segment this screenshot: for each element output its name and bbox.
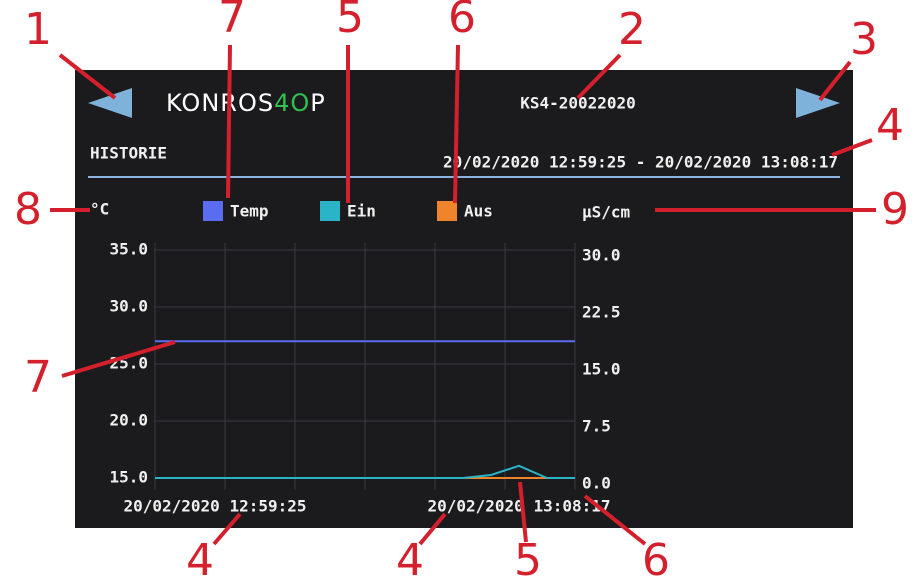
annotation-leader — [576, 53, 622, 100]
annotation-leader — [818, 60, 852, 102]
annotation-leader — [418, 512, 447, 546]
annotation-leader — [518, 481, 528, 543]
legend-label: Ein — [347, 202, 376, 221]
y2-tick-label: 15.0 — [582, 360, 621, 379]
x-tick-label: 20/02/2020 13:08:17 — [427, 497, 610, 516]
annotation-leader — [212, 512, 242, 546]
annotation-leader — [583, 494, 647, 546]
annotation-number: 3 — [850, 14, 878, 65]
annotation-number: 6 — [448, 0, 476, 43]
y2-tick-label: 0.0 — [582, 474, 611, 493]
annotation-leader — [831, 138, 873, 157]
annotation-leader — [226, 44, 232, 199]
section-title: HISTORIE — [90, 144, 167, 163]
time-range: 20/02/2020 12:59:25 - 20/02/2020 13:08:1… — [443, 153, 838, 172]
grid — [154, 243, 576, 490]
y-tick-label: 20.0 — [109, 411, 148, 430]
y-tick-label: 35.0 — [109, 240, 148, 259]
y-axis-label: °C — [90, 200, 109, 219]
y-tick-label: 15.0 — [109, 468, 148, 487]
logo: KONROS4OP — [166, 89, 326, 117]
annotation-number: 8 — [14, 184, 42, 235]
annotation-number: 7 — [218, 0, 246, 43]
annotation-number: 4 — [876, 100, 904, 151]
y2-tick-label: 30.0 — [582, 246, 621, 265]
legend-swatch — [437, 201, 457, 221]
annotation-number: 6 — [642, 535, 670, 584]
next-button[interactable] — [796, 88, 840, 118]
annotation-leader — [58, 53, 117, 100]
legend-swatch — [320, 201, 340, 221]
annotation-leader — [453, 44, 460, 204]
legend-label: Temp — [230, 202, 269, 221]
device-id: KS4-20022020 — [520, 94, 636, 113]
annotation-leader — [61, 340, 176, 378]
legend-label: Aus — [464, 202, 493, 221]
annotation-number: 4 — [186, 535, 214, 584]
x-tick-label: 20/02/2020 12:59:25 — [123, 497, 306, 516]
annotation-number: 4 — [396, 535, 424, 584]
annotation-number: 5 — [336, 0, 364, 43]
annotation-number: 2 — [618, 4, 646, 55]
annotation-number: 7 — [24, 352, 52, 403]
annotation-number: 1 — [24, 4, 52, 55]
annotation-number: 5 — [514, 535, 542, 584]
y2-tick-label: 7.5 — [582, 417, 611, 436]
legend-swatch — [203, 201, 223, 221]
y2-tick-label: 22.5 — [582, 303, 621, 322]
prev-button[interactable] — [88, 88, 132, 118]
screen — [75, 70, 853, 528]
series-line — [155, 464, 575, 479]
annotation-number: 9 — [881, 184, 909, 235]
y-tick-label: 30.0 — [109, 297, 148, 316]
y2-axis-label: µS/cm — [582, 203, 631, 222]
